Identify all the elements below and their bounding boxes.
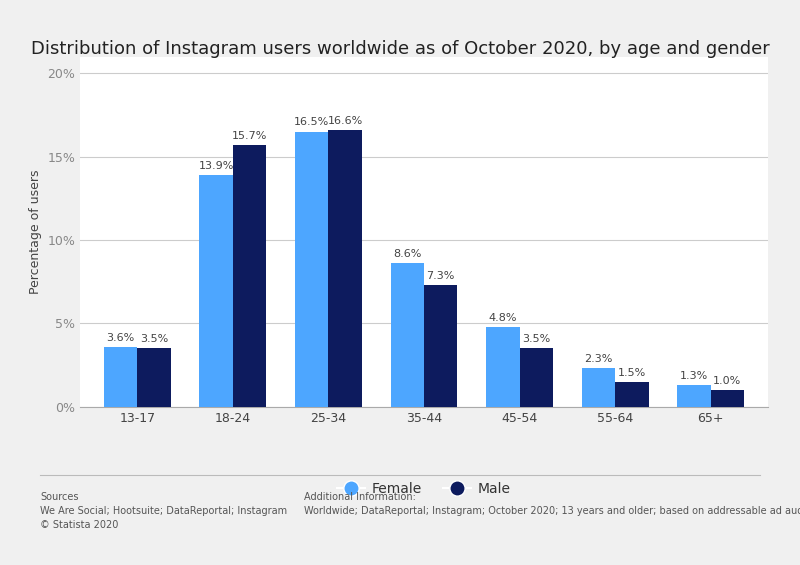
Bar [519, 349, 553, 407]
Text: 8.6%: 8.6% [393, 249, 422, 259]
Bar [678, 385, 710, 407]
Y-axis label: Percentage of users: Percentage of users [29, 170, 42, 294]
Text: 3.5%: 3.5% [522, 334, 550, 344]
Text: 1.5%: 1.5% [618, 368, 646, 377]
Bar [710, 390, 744, 407]
Text: 7.3%: 7.3% [426, 271, 455, 281]
Bar [329, 130, 362, 407]
Text: 1.3%: 1.3% [680, 371, 708, 381]
Text: 4.8%: 4.8% [489, 312, 517, 323]
Text: 16.6%: 16.6% [327, 116, 362, 126]
Bar [295, 132, 329, 407]
Bar [390, 263, 424, 407]
Text: Distribution of Instagram users worldwide as of October 2020, by age and gender: Distribution of Instagram users worldwid… [30, 40, 770, 58]
Legend: Female, Male: Female, Male [332, 477, 516, 502]
Text: 13.9%: 13.9% [198, 161, 234, 171]
Text: 15.7%: 15.7% [232, 131, 267, 141]
Text: 16.5%: 16.5% [294, 118, 330, 127]
Bar [104, 347, 138, 407]
Text: Additional Information:
Worldwide; DataReportal; Instagram; October 2020; 13 yea: Additional Information: Worldwide; DataR… [304, 492, 800, 515]
Text: Sources
We Are Social; Hootsuite; DataReportal; Instagram
© Statista 2020: Sources We Are Social; Hootsuite; DataRe… [40, 492, 287, 529]
Text: 3.5%: 3.5% [140, 334, 168, 344]
Bar [486, 327, 519, 407]
Bar [582, 368, 615, 407]
Bar [138, 349, 170, 407]
Bar [199, 175, 233, 407]
Bar [233, 145, 266, 407]
Text: 2.3%: 2.3% [584, 354, 613, 364]
Text: 3.6%: 3.6% [106, 333, 134, 342]
Bar [615, 382, 649, 407]
Bar [424, 285, 458, 407]
Text: 1.0%: 1.0% [714, 376, 742, 386]
